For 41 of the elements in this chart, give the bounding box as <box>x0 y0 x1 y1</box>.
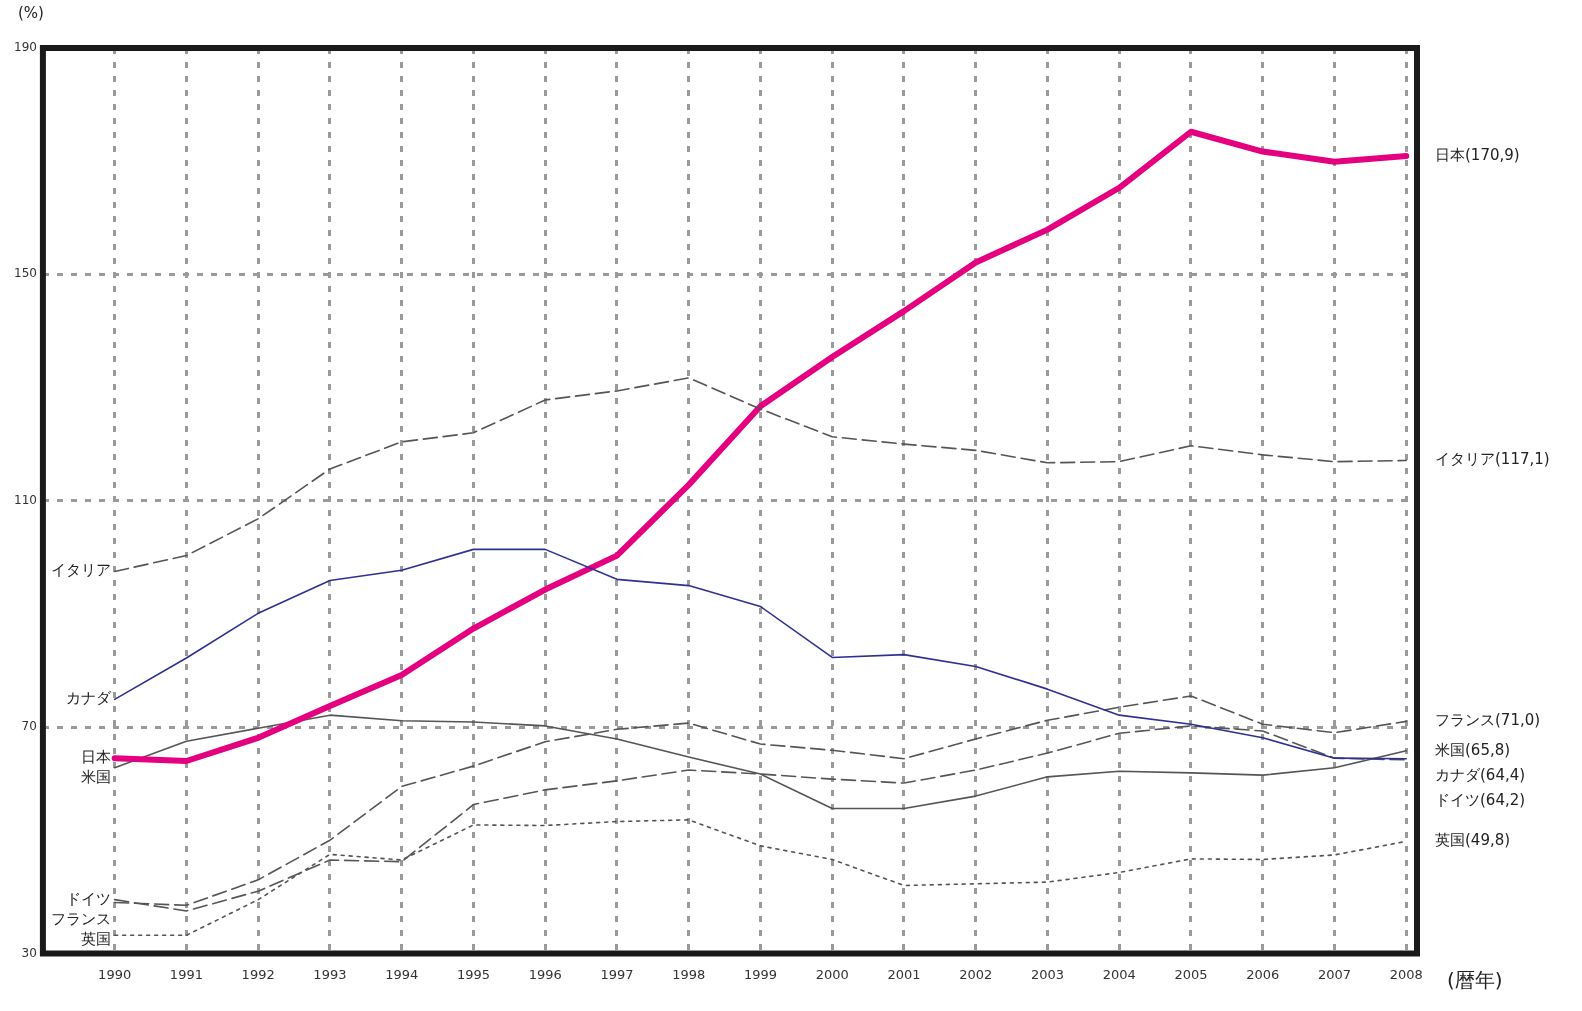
y-tick-label: 150 <box>14 266 37 281</box>
text: 日本(170,9) <box>1435 145 1520 164</box>
text: 英国(49,8) <box>1435 831 1511 850</box>
series-label: フランス <box>50 909 111 928</box>
text: カナダ(64,4) <box>1435 765 1526 784</box>
x-tick-label: 1994 <box>385 966 419 982</box>
x-tick-label: 1993 <box>313 966 347 982</box>
x-tick-label: 2002 <box>959 966 993 982</box>
x-tick-label: 2001 <box>887 966 921 982</box>
x-tick-label: 2006 <box>1246 966 1280 982</box>
text: イタリア(117,1) <box>1435 450 1550 469</box>
series-label: 米国 <box>80 768 111 787</box>
x-tick-label: 1999 <box>743 966 777 982</box>
x-tick-label: 1990 <box>98 966 132 982</box>
x-tick-label: 1997 <box>600 966 634 982</box>
y-tick-label: 30 <box>21 945 37 960</box>
text: ドイツ(64,2) <box>1435 790 1526 809</box>
x-tick-label: 2007 <box>1317 966 1352 982</box>
x-tick-label: 2005 <box>1174 966 1208 982</box>
x-tick-label: 1992 <box>241 966 275 982</box>
text: 米国(65,8) <box>1435 740 1511 759</box>
y-tick-label: 110 <box>14 492 37 507</box>
y-axis-title: (%) <box>17 3 44 22</box>
series-label: ドイツ <box>65 889 111 908</box>
series-label: カナダ <box>65 689 112 708</box>
x-tick-label: 2000 <box>815 966 849 982</box>
series-label: 英国 <box>80 929 111 948</box>
x-tick-label: 1991 <box>169 966 203 982</box>
y-tick-label: 70 <box>21 719 37 734</box>
x-tick-label: 2008 <box>1389 966 1423 982</box>
series-label: イタリア <box>50 561 111 580</box>
text: フランス(71,0) <box>1435 711 1541 730</box>
x-axis-title: (暦年) <box>1447 967 1503 992</box>
x-tick-label: 1996 <box>528 966 562 982</box>
x-tick-label: 2003 <box>1030 966 1065 982</box>
line-series <box>113 377 1408 573</box>
y-tick-label: 190 <box>14 40 37 55</box>
x-tick-label: 2004 <box>1102 966 1136 982</box>
series-label: 日本 <box>80 748 111 767</box>
x-tick-label: 1995 <box>456 966 490 982</box>
x-tick-label: 1998 <box>672 966 706 982</box>
